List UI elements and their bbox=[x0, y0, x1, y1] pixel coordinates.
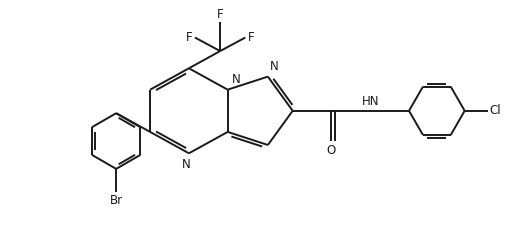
Text: F: F bbox=[217, 8, 224, 21]
Text: N: N bbox=[232, 73, 241, 86]
Text: N: N bbox=[182, 158, 191, 171]
Text: HN: HN bbox=[361, 95, 379, 108]
Text: Br: Br bbox=[109, 194, 123, 207]
Text: O: O bbox=[327, 144, 336, 156]
Text: N: N bbox=[270, 60, 279, 73]
Text: F: F bbox=[186, 31, 192, 44]
Text: Cl: Cl bbox=[489, 104, 501, 117]
Text: F: F bbox=[248, 31, 254, 44]
